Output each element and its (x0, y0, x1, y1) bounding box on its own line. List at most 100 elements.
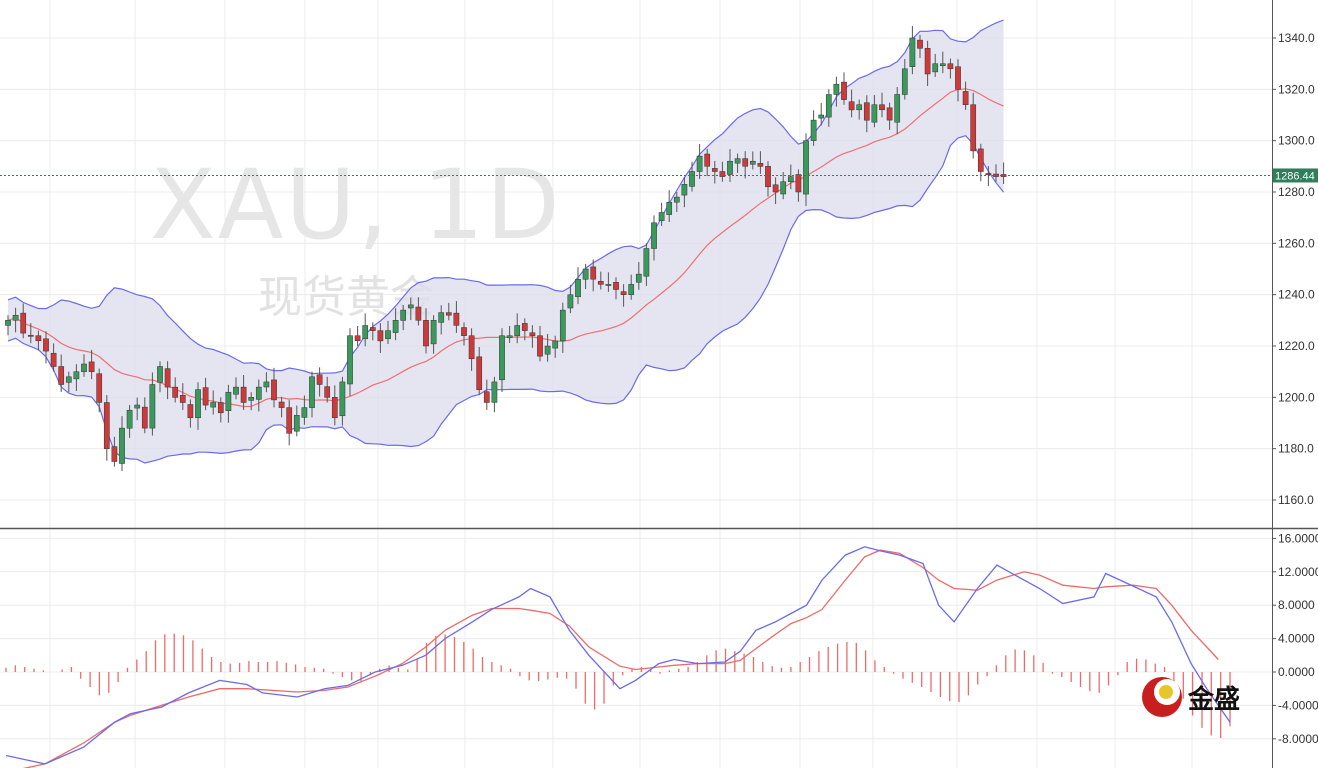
candle (369, 322, 376, 341)
candle (316, 367, 323, 397)
macd-line (5, 546, 1231, 765)
brand-logo: 金盛 (1142, 677, 1240, 717)
candle (438, 305, 445, 335)
candle (666, 190, 673, 223)
candle (476, 347, 483, 395)
candle (354, 325, 361, 346)
candle (392, 308, 399, 341)
price-tick-label: 1320.0 (1278, 82, 1315, 96)
candle (559, 302, 566, 353)
candle (461, 322, 467, 346)
last-price-tag: 1286.44 (1273, 168, 1318, 183)
candle (635, 262, 642, 290)
last-price-label: 1286.44 (1275, 170, 1315, 182)
candle (818, 102, 825, 126)
price-tick-label: 1280.0 (1278, 185, 1315, 199)
candle (628, 274, 635, 300)
candle (88, 349, 95, 380)
candle (924, 40, 931, 86)
candle (871, 94, 878, 128)
upper-band (7, 19, 1004, 375)
price-tick-label: 1160.0 (1278, 493, 1314, 507)
candle (917, 34, 923, 59)
price-tick-label: 1240.0 (1278, 288, 1315, 302)
candle (73, 364, 80, 391)
candle (727, 149, 733, 182)
macd-tick-label: 4.0000 (1278, 632, 1315, 646)
candle (430, 315, 437, 354)
candle (149, 372, 156, 436)
candle (719, 161, 726, 182)
price-tick-label: 1260.0 (1278, 236, 1315, 250)
candle (825, 89, 832, 127)
candle (765, 161, 771, 197)
candle (506, 325, 513, 343)
candle (848, 89, 855, 118)
candle (886, 102, 893, 130)
candle (255, 379, 262, 412)
logo-text: 金盛 (1187, 684, 1240, 715)
candle (985, 166, 992, 187)
candle (514, 313, 521, 344)
candle (879, 92, 885, 118)
macd-tick-label: 0.0000 (1278, 665, 1315, 679)
candle (491, 376, 498, 413)
candle (119, 416, 125, 471)
candle (863, 95, 870, 133)
candle (939, 51, 946, 74)
candle (301, 395, 308, 425)
candle (582, 263, 589, 290)
candle (749, 151, 756, 170)
band-fill (8, 20, 1004, 463)
candle (81, 354, 87, 377)
candle (483, 379, 490, 410)
candle (901, 59, 908, 100)
candle (742, 151, 749, 179)
candle (605, 272, 612, 292)
candle (103, 395, 110, 461)
price-tick-label: 1340.0 (1278, 31, 1315, 45)
macd-tick-label: -8.0000 (1278, 732, 1318, 746)
candle (309, 371, 315, 418)
candle (233, 377, 239, 400)
candle (377, 323, 384, 353)
candle (521, 318, 528, 341)
candle (841, 72, 847, 105)
candle (772, 177, 779, 205)
price-tick-label: 1180.0 (1278, 442, 1314, 456)
macd-tick-label: -4.0000 (1278, 698, 1318, 712)
candle (787, 164, 794, 190)
candle (27, 323, 34, 344)
candle (141, 397, 148, 434)
candle (643, 243, 650, 286)
candle (856, 99, 863, 120)
macd-tick-label: 8.0000 (1278, 598, 1315, 612)
candle (96, 368, 103, 413)
candle (597, 271, 604, 290)
candle (271, 367, 277, 408)
candle (673, 192, 680, 213)
watermark-title: XAU, 1D (150, 149, 562, 261)
macd-lines (5, 546, 1231, 768)
candle (5, 315, 11, 336)
candle (453, 301, 460, 333)
candle (894, 87, 901, 135)
candle (704, 148, 711, 177)
candle (164, 361, 171, 400)
candle (347, 328, 353, 397)
candle (499, 328, 505, 392)
candle (415, 297, 422, 326)
candle (955, 59, 961, 102)
macd-tick-label: 12.0000 (1278, 565, 1318, 579)
candle (613, 277, 619, 300)
candle (225, 384, 232, 423)
candle (651, 215, 657, 261)
candle (187, 399, 194, 428)
macd-histogram (5, 633, 1231, 738)
candle (331, 385, 338, 426)
candle (202, 377, 209, 411)
candle (529, 325, 536, 348)
price-tick-label: 1200.0 (1278, 390, 1315, 404)
price-tick-label: 1220.0 (1278, 339, 1315, 353)
